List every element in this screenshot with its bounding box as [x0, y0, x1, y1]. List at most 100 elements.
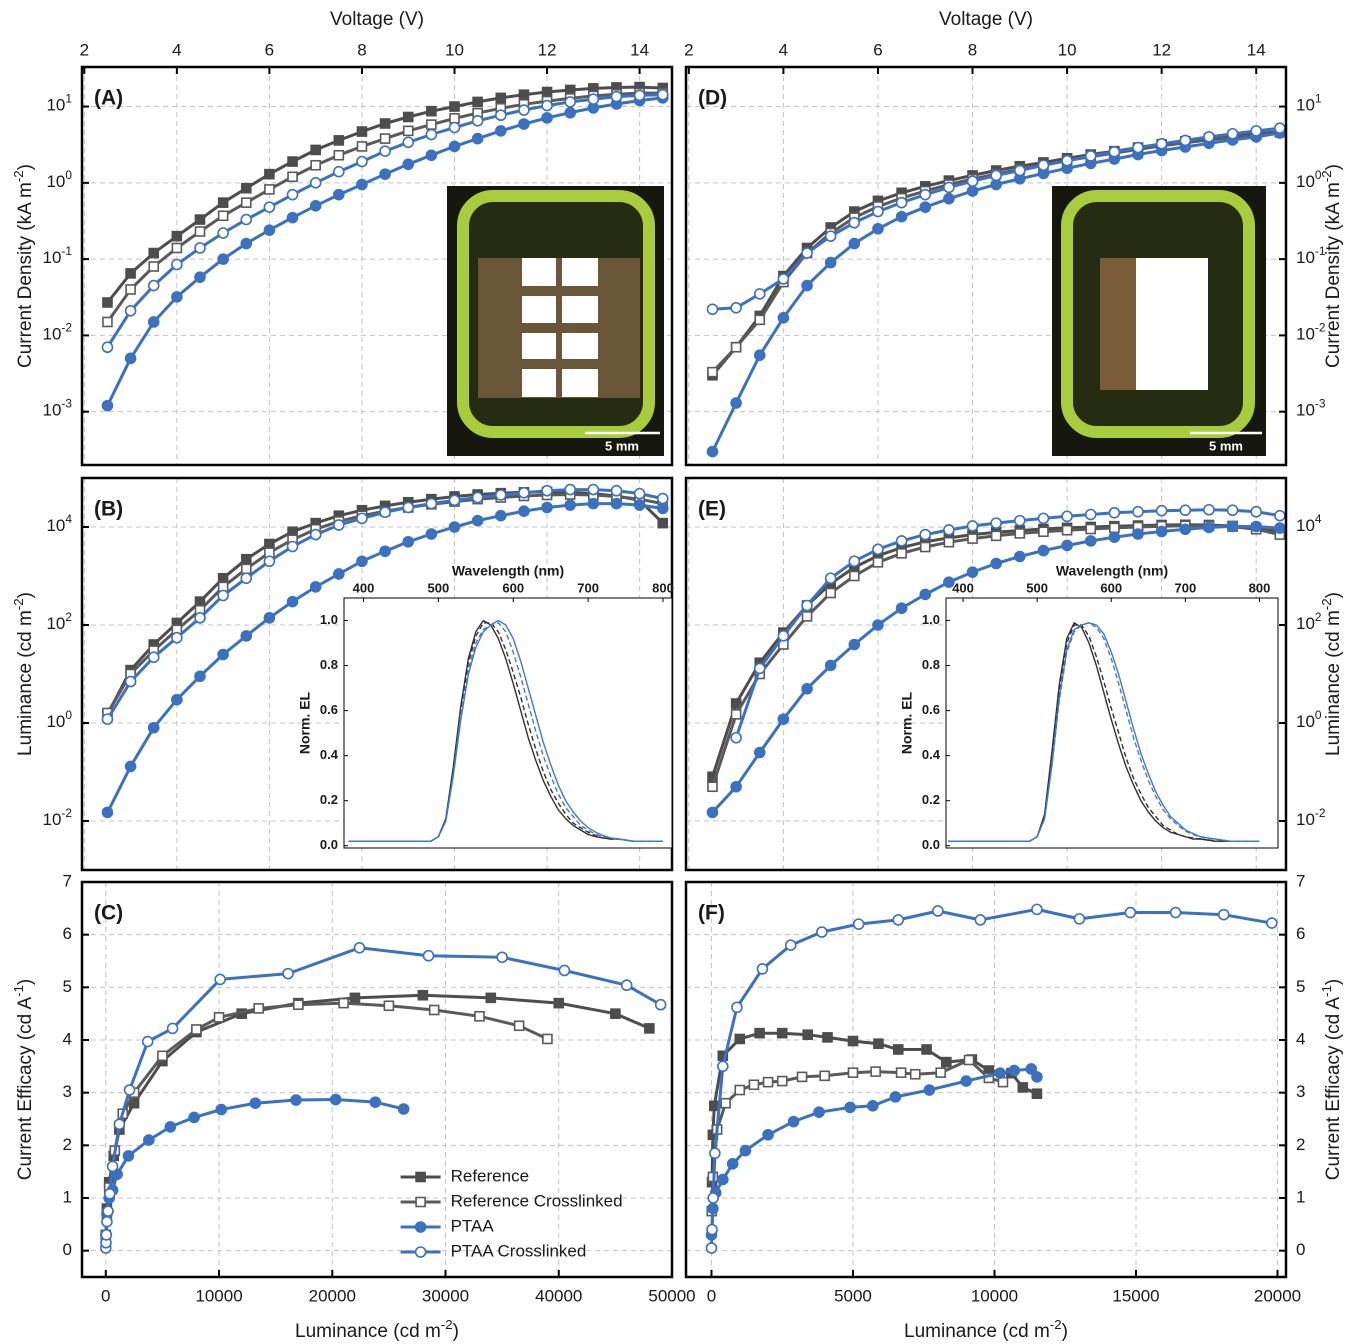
- marker: [1061, 154, 1073, 167]
- marker: [263, 201, 276, 213]
- y-tick-label: 3: [1296, 1082, 1305, 1101]
- marker: [990, 557, 1002, 570]
- spectrum-inset: 400 500 600 700 800 0.0 0.2 0.4 0.6 0.8 1.0 Wavelen…: [297, 563, 674, 852]
- marker: [1014, 164, 1026, 177]
- marker: [141, 1035, 154, 1048]
- marker: [707, 781, 718, 793]
- marker: [449, 101, 460, 112]
- marker: [472, 96, 483, 108]
- marker: [474, 1010, 485, 1022]
- x-tick-label: 2: [80, 40, 89, 59]
- x-tick-label: 5000: [834, 1286, 872, 1305]
- marker: [1217, 908, 1230, 921]
- marker: [756, 963, 769, 975]
- marker: [310, 159, 321, 171]
- marker: [633, 499, 646, 511]
- marker: [102, 316, 113, 328]
- marker: [753, 662, 766, 675]
- marker: [1084, 150, 1097, 162]
- marker: [194, 271, 206, 283]
- marker: [813, 1106, 825, 1118]
- y-tick-label: 2: [1296, 1135, 1305, 1154]
- x-tick-label: 15000: [1112, 1286, 1159, 1305]
- marker: [356, 178, 368, 191]
- y-tick-label: 0.4: [320, 747, 339, 762]
- marker: [194, 596, 206, 607]
- marker: [734, 1033, 746, 1045]
- photo-pixel: [522, 333, 556, 359]
- marker: [102, 1205, 114, 1217]
- marker: [147, 721, 160, 734]
- marker: [870, 1066, 881, 1077]
- marker: [873, 1038, 884, 1049]
- marker: [610, 497, 623, 510]
- marker: [919, 541, 931, 553]
- marker: [171, 291, 183, 303]
- marker: [518, 89, 530, 101]
- x-tick-label: 600: [1100, 580, 1122, 595]
- photo-electrode: [478, 258, 640, 398]
- photo-pixel: [562, 369, 598, 397]
- marker: [379, 133, 391, 144]
- marker: [990, 530, 1002, 542]
- marker: [240, 182, 252, 194]
- marker: [286, 540, 299, 553]
- marker: [941, 1056, 952, 1068]
- y-tick-label: 0.2: [922, 792, 940, 807]
- marker: [932, 905, 944, 917]
- marker: [310, 144, 321, 156]
- marker: [188, 1111, 200, 1124]
- marker: [966, 185, 979, 197]
- marker: [448, 494, 461, 507]
- marker: [730, 397, 742, 409]
- marker: [1266, 917, 1278, 929]
- marker: [214, 973, 226, 986]
- marker: [379, 168, 391, 180]
- marker: [171, 242, 183, 254]
- marker: [217, 197, 229, 208]
- y-tick-label: 0.4: [922, 747, 941, 762]
- legend-marker: [415, 1171, 426, 1183]
- marker: [1038, 526, 1049, 538]
- series-line: [104, 1098, 404, 1235]
- x-tick-label: 800: [652, 580, 674, 595]
- marker: [485, 992, 497, 1004]
- marker: [848, 237, 861, 250]
- marker: [960, 1075, 972, 1087]
- marker: [872, 222, 884, 235]
- marker: [333, 568, 345, 580]
- marker: [819, 1070, 830, 1082]
- marker: [101, 341, 114, 354]
- y-tick-label: 0.8: [320, 657, 338, 672]
- marker: [124, 760, 137, 773]
- marker: [349, 992, 361, 1004]
- marker: [1061, 510, 1073, 523]
- marker: [1108, 506, 1121, 519]
- y-tick-label: 10-1: [1296, 244, 1326, 267]
- y-tick-label: 10-2: [1296, 806, 1326, 829]
- marker: [644, 1023, 655, 1034]
- marker: [541, 484, 553, 497]
- photo-inset-a: 5 mm: [447, 186, 664, 456]
- marker: [889, 1091, 902, 1103]
- panel-label: (D): [698, 87, 727, 110]
- marker: [726, 1157, 739, 1170]
- marker: [849, 570, 860, 582]
- marker: [1132, 505, 1144, 518]
- marker: [286, 595, 299, 608]
- marker: [1155, 525, 1168, 538]
- marker: [990, 517, 1002, 529]
- y-tick-label: 10-3: [43, 397, 73, 420]
- marker: [287, 156, 298, 167]
- marker: [147, 651, 160, 664]
- x-tick-label: 4: [172, 40, 181, 59]
- marker: [707, 366, 718, 378]
- marker: [1132, 528, 1144, 540]
- y-tick-label: 2: [63, 1135, 72, 1154]
- marker: [356, 155, 368, 168]
- marker: [610, 90, 623, 103]
- x-tick-label: 0: [707, 1286, 716, 1305]
- marker: [1155, 504, 1168, 517]
- marker: [541, 501, 553, 514]
- marker: [564, 483, 576, 496]
